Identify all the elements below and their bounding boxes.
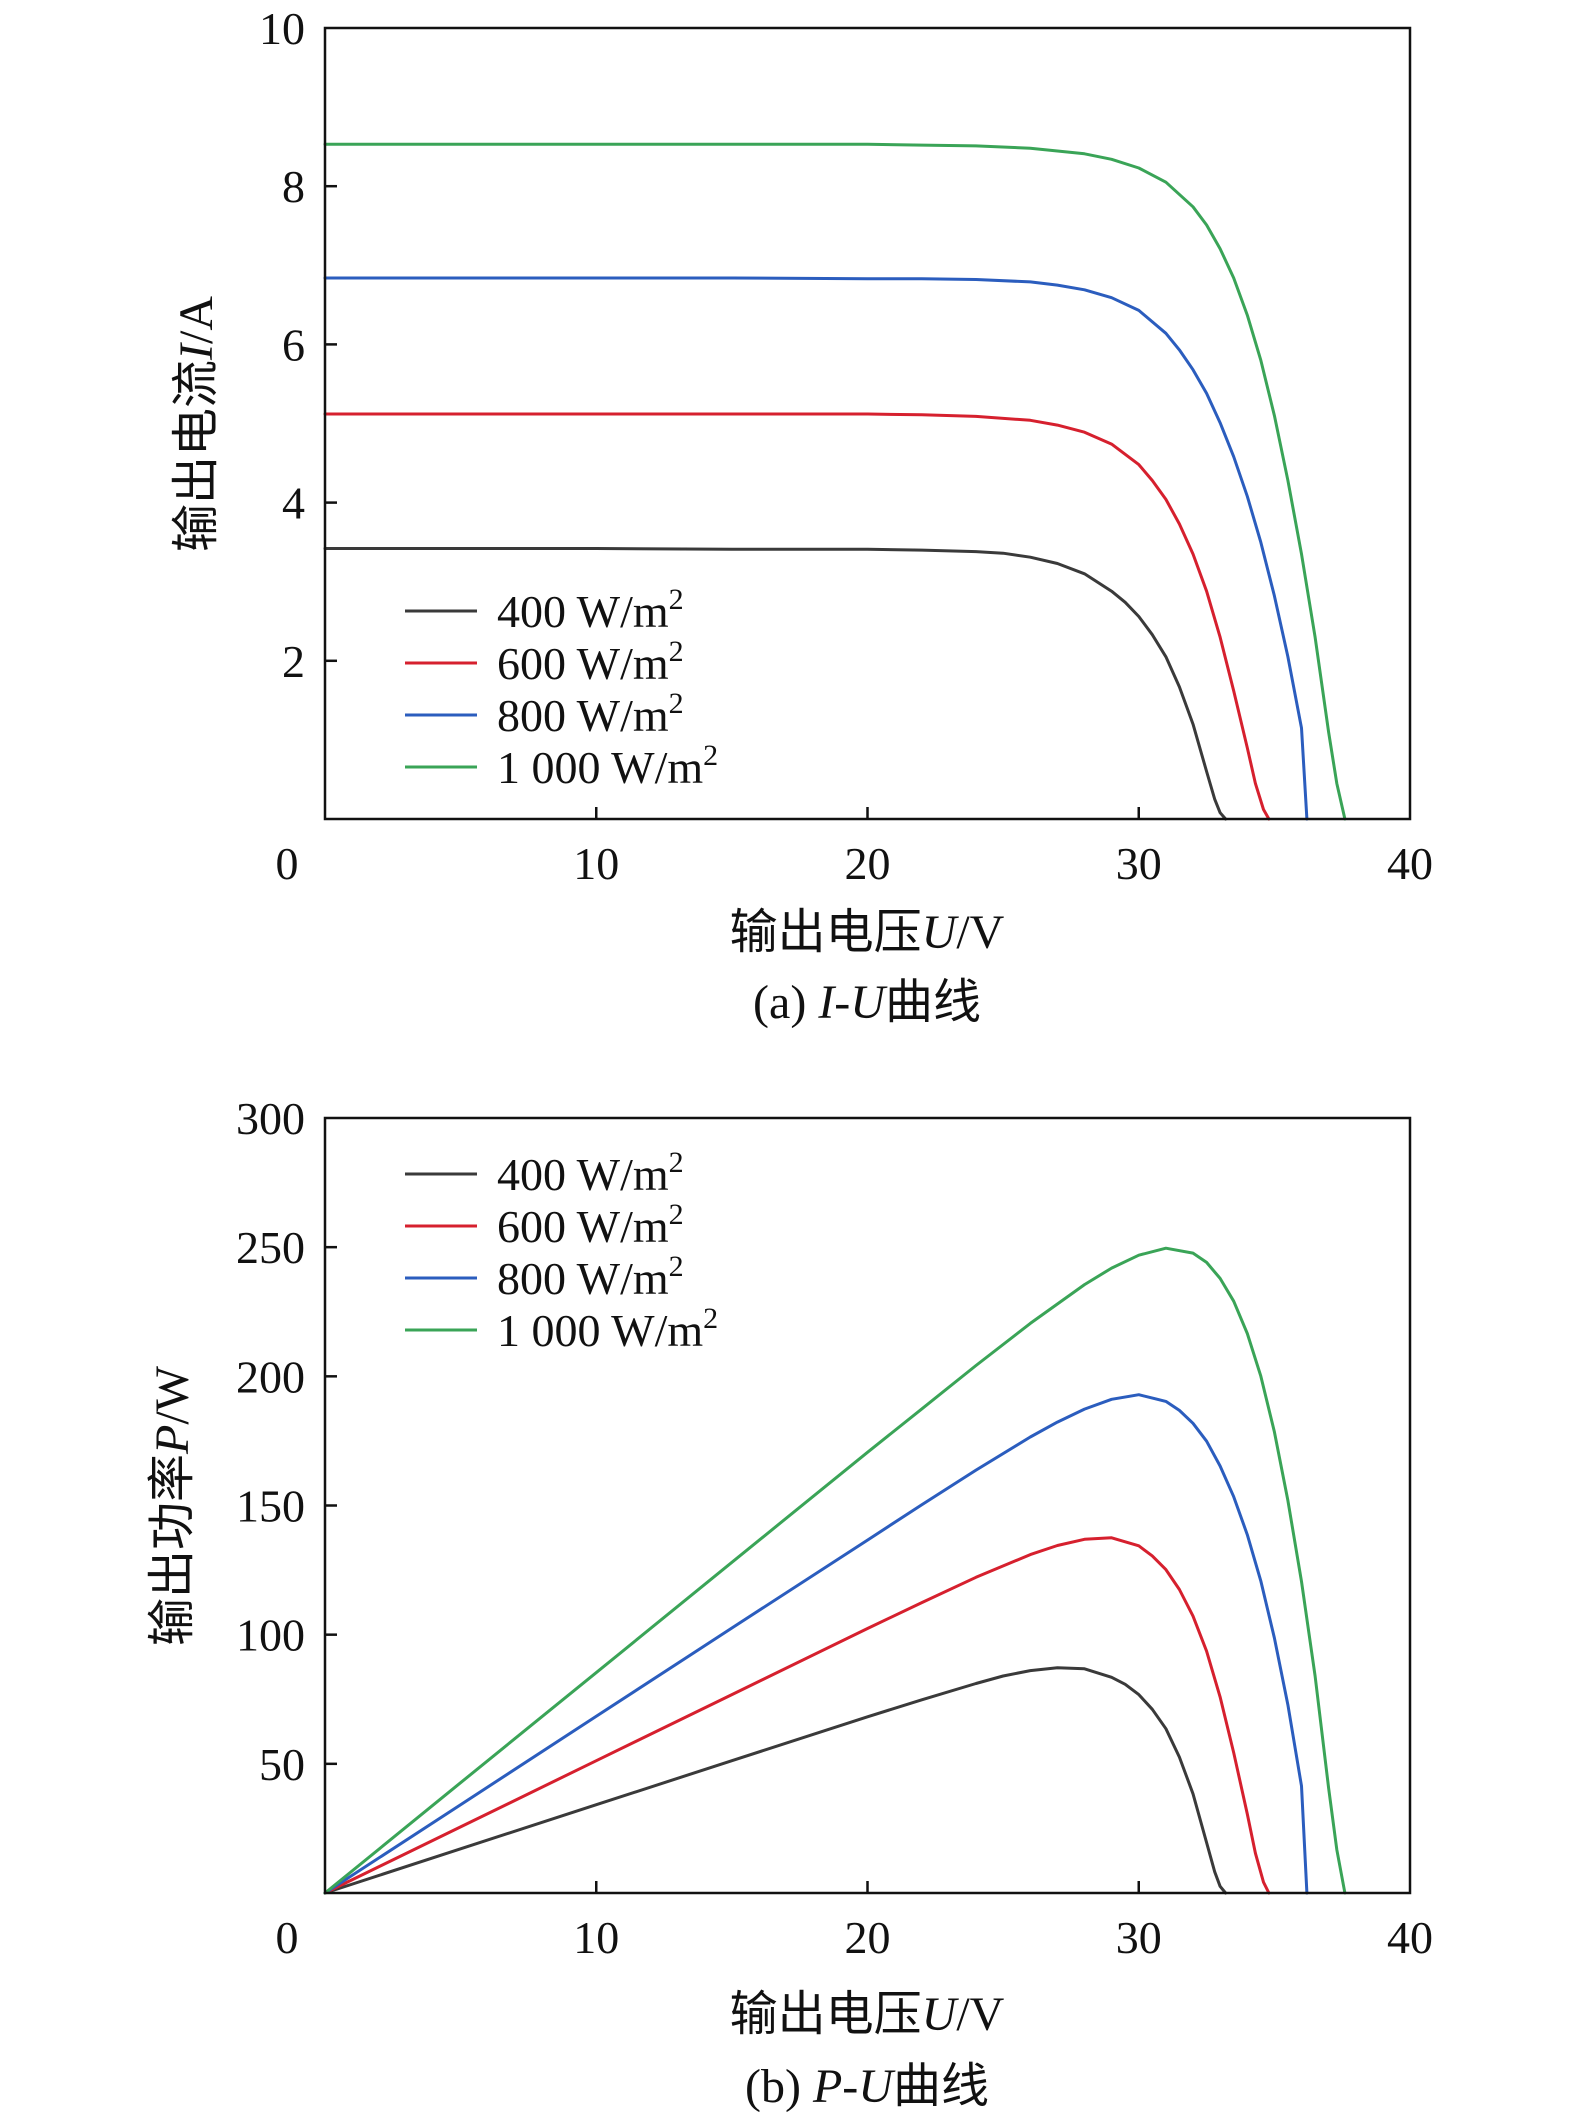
pu-legend-item-400: 400 W/m2 bbox=[405, 1146, 684, 1200]
pu-x-tick-label: 20 bbox=[845, 1912, 891, 1963]
iu-legend-label: 1 000 W/m2 bbox=[497, 739, 718, 793]
iu-x-tick-label: 20 bbox=[845, 838, 891, 889]
iu-axis-ticks: 10 20 30 40 0 2 4 6 8 10 bbox=[259, 3, 1433, 889]
iu-legend-item-400: 400 W/m2 bbox=[405, 583, 684, 637]
pu-legend-item-800: 800 W/m2 bbox=[405, 1250, 684, 1304]
pu-legend-item-600: 600 W/m2 bbox=[405, 1198, 684, 1252]
pu-y-tick-label: 150 bbox=[236, 1481, 305, 1532]
pu-y-tick-label: 50 bbox=[259, 1739, 305, 1790]
iu-legend-label: 600 W/m2 bbox=[497, 635, 684, 689]
pu-plot-frame bbox=[323, 1116, 1412, 1895]
pu-x-tick-label: 10 bbox=[573, 1912, 619, 1963]
iu-y-tick-label: 4 bbox=[282, 478, 305, 529]
pu-y-axis-label: 输出功率P/W bbox=[146, 1365, 199, 1646]
pu-legend-item-1000: 1 000 W/m2 bbox=[405, 1302, 718, 1356]
pu-y-tick-label: 100 bbox=[236, 1610, 305, 1661]
pu-legend-label: 600 W/m2 bbox=[497, 1198, 684, 1252]
iu-series-line-1000 bbox=[323, 142, 1347, 821]
iu-legend-label: 400 W/m2 bbox=[497, 583, 684, 637]
iu-y-tick-label: 2 bbox=[282, 636, 305, 687]
pu-axis-ticks: 10 20 30 40 0 50 100 150 200 250 300 bbox=[236, 1093, 1433, 1963]
iu-legend-item-600: 600 W/m2 bbox=[405, 635, 684, 689]
iu-x-tick-label: 30 bbox=[1116, 838, 1162, 889]
pu-y-tick-label: 300 bbox=[236, 1093, 305, 1144]
iu-legend-item-800: 800 W/m2 bbox=[405, 687, 684, 741]
pu-caption: (b) P-U曲线 bbox=[745, 2060, 989, 2113]
pu-chart-series bbox=[323, 1246, 1347, 1895]
iu-plot-frame bbox=[323, 26, 1412, 821]
iu-y-tick-label: 10 bbox=[259, 3, 305, 54]
pu-chart: 10 20 30 40 0 50 100 150 200 250 300 输出电压U/V 输出功率P… bbox=[146, 1093, 1433, 2113]
pu-origin-label: 0 bbox=[276, 1912, 299, 1963]
iu-origin-label: 0 bbox=[276, 838, 299, 889]
iu-series-line-800 bbox=[323, 276, 1309, 821]
iu-series-line-400 bbox=[323, 547, 1228, 821]
iu-caption: (a) I-U曲线 bbox=[753, 976, 981, 1029]
iu-y-tick-label: 6 bbox=[282, 319, 305, 370]
pu-legend-label: 1 000 W/m2 bbox=[497, 1302, 718, 1356]
pu-y-tick-label: 200 bbox=[236, 1351, 305, 1402]
pu-series-line-1000 bbox=[323, 1246, 1347, 1895]
pu-y-tick-label: 250 bbox=[236, 1222, 305, 1273]
iu-series-line-600 bbox=[323, 412, 1271, 821]
pu-legend-label: 800 W/m2 bbox=[497, 1250, 684, 1304]
iu-x-tick-label: 10 bbox=[573, 838, 619, 889]
pu-x-tick-label: 40 bbox=[1387, 1912, 1433, 1963]
pu-series-line-400 bbox=[323, 1666, 1228, 1895]
pu-x-axis-label: 输出电压U/V bbox=[730, 1988, 1005, 2041]
pu-series-line-600 bbox=[323, 1536, 1271, 1895]
iu-x-axis-label: 输出电压U/V bbox=[730, 906, 1005, 959]
iu-legend-label: 800 W/m2 bbox=[497, 687, 684, 741]
iu-chart-series bbox=[323, 142, 1347, 821]
iu-legend-item-1000: 1 000 W/m2 bbox=[405, 739, 718, 793]
iu-y-tick-label: 8 bbox=[282, 161, 305, 212]
iu-chart: 10 20 30 40 0 2 4 6 8 10 输出电压U/V 输出电流I/A (a) I-U曲… bbox=[170, 3, 1433, 1029]
iu-x-tick-label: 40 bbox=[1387, 838, 1433, 889]
pu-series-line-800 bbox=[323, 1393, 1309, 1895]
pu-x-tick-label: 30 bbox=[1116, 1912, 1162, 1963]
iu-y-axis-label: 输出电流I/A bbox=[170, 296, 223, 552]
pu-legend-label: 400 W/m2 bbox=[497, 1146, 684, 1200]
